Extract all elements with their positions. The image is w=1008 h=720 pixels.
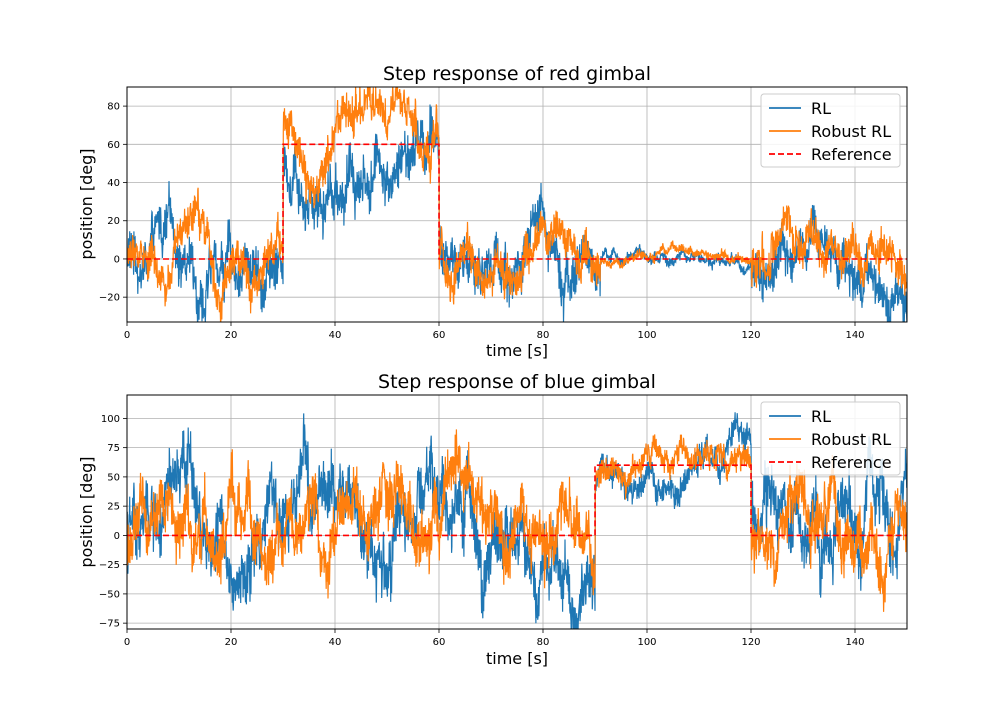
y-tick-label: 40: [107, 178, 120, 189]
x-tick-label: 100: [637, 637, 656, 648]
series-line-reference: [127, 464, 907, 537]
x-tick-label: 80: [537, 637, 550, 648]
legend: RL Robust RL Reference: [760, 93, 901, 168]
y-ticks: −75 −50 −25 0 25 50 75 100: [99, 414, 127, 630]
series-line-robust-rl: [127, 429, 907, 612]
y-axis-label: position [deg]: [77, 148, 96, 259]
red-gimbal-chart: Step response of red gimbal 0 20 40 60 80 100…: [77, 63, 908, 360]
y-tick-label: 0: [114, 531, 120, 542]
legend-label: RL: [811, 407, 831, 426]
legend-label: Robust RL: [811, 430, 891, 449]
y-ticks: −20 0 20 40 60 80: [99, 102, 127, 304]
x-tick-label: 120: [741, 330, 760, 341]
x-ticks: 0 20 40 60 80 100 120 140: [124, 629, 865, 648]
x-tick-label: 40: [329, 637, 342, 648]
y-tick-label: −20: [99, 293, 120, 304]
x-axis-label: time [s]: [486, 649, 548, 668]
y-tick-label: −25: [99, 560, 120, 571]
y-tick-label: 100: [101, 414, 120, 425]
x-tick-label: 20: [225, 637, 238, 648]
x-tick-label: 40: [329, 330, 342, 341]
blue-gimbal-chart: Step response of blue gimbal 0 20 40 60 80 10…: [77, 371, 908, 668]
chart-title: Step response of red gimbal: [383, 63, 651, 85]
y-tick-label: 60: [107, 140, 120, 151]
y-axis-label: position [deg]: [77, 456, 96, 567]
legend-box: [760, 401, 901, 476]
x-tick-label: 0: [124, 637, 130, 648]
legend-label: Reference: [811, 453, 892, 472]
plot-frame: [126, 394, 908, 630]
x-axis-label: time [s]: [486, 341, 548, 360]
series-line-robust-rl: [127, 87, 907, 322]
y-tick-label: 50: [107, 472, 120, 483]
x-tick-label: 0: [124, 330, 130, 341]
x-tick-label: 60: [433, 330, 446, 341]
y-tick-label: −50: [99, 589, 120, 600]
series-line-reference: [127, 143, 907, 260]
x-tick-label: 80: [537, 330, 550, 341]
x-tick-label: 60: [433, 637, 446, 648]
y-tick-label: 0: [114, 254, 120, 265]
plot-frame: [126, 86, 908, 323]
series-lines: [127, 412, 907, 629]
x-tick-label: 100: [637, 330, 656, 341]
legend-label: Reference: [811, 145, 892, 164]
legend-box: [760, 93, 901, 168]
x-tick-label: 140: [845, 637, 864, 648]
y-tick-label: 25: [107, 502, 120, 513]
x-ticks: 0 20 40 60 80 100 120 140: [124, 322, 865, 341]
y-tick-label: −75: [99, 619, 120, 630]
x-tick-label: 20: [225, 330, 238, 341]
y-tick-label: 75: [107, 443, 120, 454]
chart-title: Step response of blue gimbal: [378, 371, 656, 393]
x-tick-label: 140: [845, 330, 864, 341]
y-tick-label: 20: [107, 216, 120, 227]
y-tick-label: 80: [107, 102, 120, 113]
series-lines: [127, 87, 907, 322]
legend: RL Robust RL Reference: [760, 401, 901, 476]
legend-label: Robust RL: [811, 122, 891, 141]
legend-label: RL: [811, 99, 831, 118]
x-tick-label: 120: [741, 637, 760, 648]
